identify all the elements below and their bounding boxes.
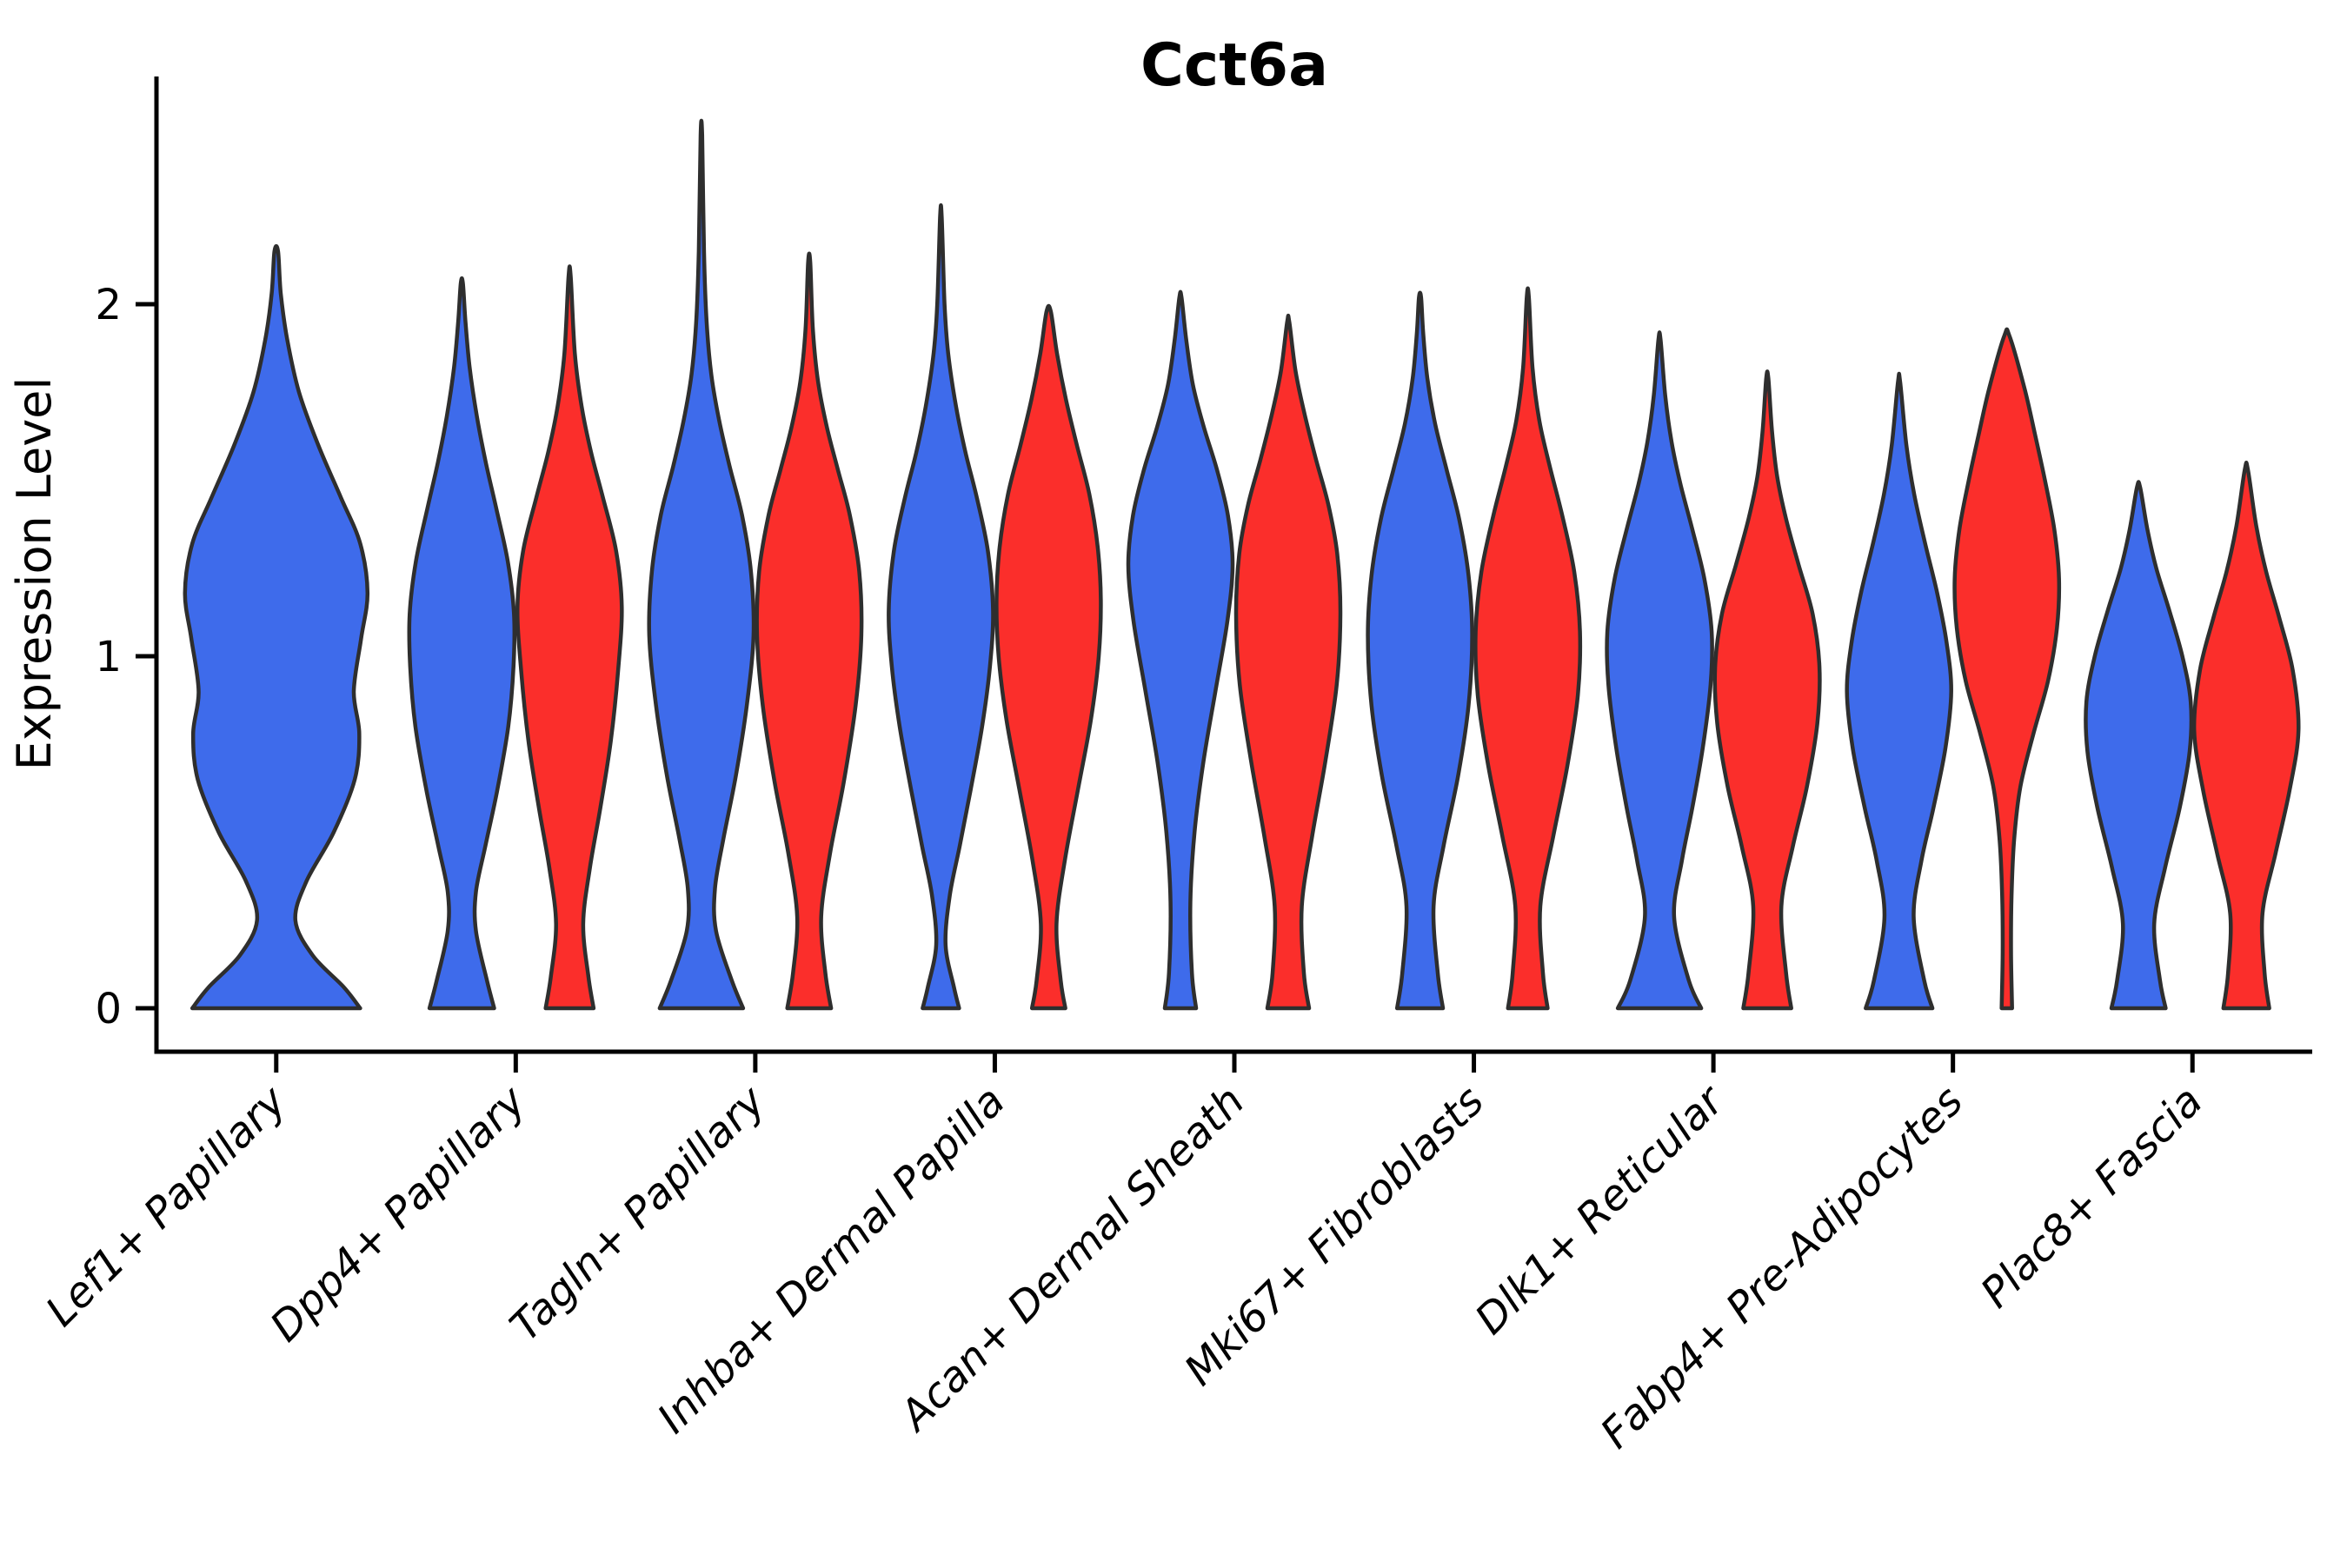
y-axis-label: Expression Level (7, 377, 62, 771)
violin-mki67-fibroblasts-red (1473, 286, 1583, 1011)
violin-tagln-papillary-blue (647, 118, 756, 1011)
y-tick-label-2: 2 (95, 281, 122, 329)
violin-dpp4-papillary-blue (407, 276, 517, 1011)
violin-dpp4-papillary-red (515, 264, 624, 1011)
violin-fabp4-pre-adipocytes-blue (1845, 371, 1953, 1011)
x-tick-label-dlk1-reticular: Dlk1+ Reticular (1466, 1075, 1735, 1345)
violin-tagln-papillary-red (755, 251, 864, 1011)
violin-dlk1-reticular-red (1712, 369, 1822, 1011)
x-tick-label-dpp4-papillary: Dpp4+ Papillary (261, 1076, 535, 1351)
x-tick-label-plac8-fascia: Plac8+ Fascia (1971, 1077, 2212, 1318)
x-tick-label-lef1-papillary: Lef1+ Papillary (37, 1076, 296, 1336)
plot-title: Cct6a (1140, 31, 1328, 100)
violin-inhba-dermal-papilla-blue (887, 203, 995, 1011)
violin-mki67-fibroblasts-blue (1366, 290, 1474, 1011)
violin-acan-dermal-sheath-red (1233, 313, 1343, 1011)
violin-inhba-dermal-papilla-red (994, 303, 1103, 1011)
violin-fabp4-pre-adipocytes-red (1952, 327, 2062, 1011)
y-tick-label-0: 0 (95, 985, 122, 1033)
violins-group (183, 118, 2301, 1011)
violin-acan-dermal-sheath-blue (1126, 289, 1235, 1011)
x-tick-label-tagln-papillary: Tagln+ Papillary (501, 1076, 775, 1351)
y-tick-group: 0 1 2 (95, 281, 156, 1033)
violin-lef1-papillary-blue (183, 243, 370, 1011)
y-tick-label-1: 1 (95, 633, 122, 681)
violin-dlk1-reticular-blue (1605, 330, 1714, 1011)
violin-plac8-fascia-red (2191, 461, 2301, 1011)
violin-plac8-fascia-blue (2084, 480, 2194, 1011)
